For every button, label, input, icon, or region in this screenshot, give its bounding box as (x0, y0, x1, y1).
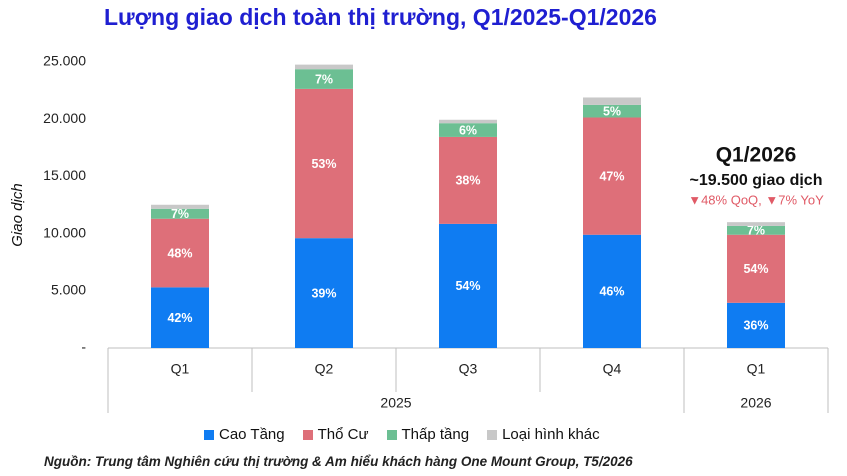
y-tick-label: 25.000 (43, 53, 86, 69)
x-tick-label: Q3 (459, 361, 478, 377)
data-label: 48% (167, 246, 192, 260)
y-tick-label: - (81, 339, 86, 355)
legend-swatch (487, 429, 498, 440)
annotation-value: ~19.500 giao dịch (690, 172, 823, 189)
data-label: 54% (743, 262, 768, 276)
legend-label: Cao Tầng (219, 426, 285, 443)
data-label: 47% (599, 169, 624, 183)
y-tick-label: 15.000 (43, 167, 86, 183)
bar-segment (295, 64, 353, 70)
data-label: 7% (171, 207, 189, 221)
data-label: 7% (315, 72, 333, 86)
data-label: 5% (603, 104, 621, 118)
legend-item: Cao Tầng (204, 426, 285, 443)
bar-segment (583, 234, 641, 348)
legend-item: Thổ Cư (302, 426, 369, 443)
bar-segment (151, 208, 209, 219)
bar-segment (151, 287, 209, 348)
data-label: 53% (311, 157, 336, 171)
legend-label: Loại hình khác (502, 426, 600, 443)
x-tick-label: Q1 (171, 361, 190, 377)
data-label: 38% (455, 174, 480, 188)
data-label: 39% (311, 286, 336, 300)
bar-segment (439, 119, 497, 124)
data-label: 6% (459, 123, 477, 137)
y-tick-label: 20.000 (43, 110, 86, 126)
bar-segment (151, 204, 209, 209)
bar-segment (727, 225, 785, 235)
bar-segment (439, 136, 497, 224)
year-group-label: 2026 (740, 395, 771, 411)
bar-segment (727, 222, 785, 226)
bar-segment (583, 104, 641, 118)
data-label: 42% (167, 311, 192, 325)
annotation-change: ▼48% QoQ, ▼7% YoY (688, 192, 824, 207)
bar-segment (583, 117, 641, 235)
data-label: 36% (743, 319, 768, 333)
x-tick-label: Q2 (315, 361, 334, 377)
bar-segment (583, 97, 641, 105)
bar-segment (439, 223, 497, 348)
legend-swatch (386, 429, 397, 440)
legend: Cao Tầng Thổ Cư Thấp tầng Loại hình khác (204, 426, 600, 443)
year-group-label: 2025 (380, 395, 411, 411)
chart-title: Lượng giao dịch toàn thị trường, Q1/2025… (104, 4, 657, 30)
bar-segment (295, 88, 353, 239)
y-tick-label: 10.000 (43, 224, 86, 240)
legend-item: Loại hình khác (487, 426, 600, 443)
legend-swatch (302, 429, 313, 440)
bar-segment (439, 123, 497, 137)
x-tick-label: Q1 (747, 361, 766, 377)
legend-label: Thổ Cư (317, 426, 369, 443)
source-note: Nguồn: Trung tâm Nghiên cứu thị trường &… (44, 454, 633, 469)
x-tick-label: Q4 (603, 361, 622, 377)
annotation-title: Q1/2026 (716, 144, 797, 167)
data-label: 7% (747, 224, 765, 238)
data-label: 46% (599, 285, 624, 299)
data-label: 54% (455, 279, 480, 293)
bar-segment (151, 218, 209, 288)
legend-swatch (204, 429, 214, 440)
bar-segment (727, 234, 785, 303)
bar-segment (295, 69, 353, 89)
legend-item: Thấp tầng (386, 426, 470, 443)
y-tick-label: 5.000 (51, 282, 86, 298)
legend-label: Thấp tầng (401, 426, 470, 443)
y-axis-label: Giao dịch (9, 183, 26, 246)
bar-segment (295, 238, 353, 348)
bar-segment (727, 302, 785, 348)
